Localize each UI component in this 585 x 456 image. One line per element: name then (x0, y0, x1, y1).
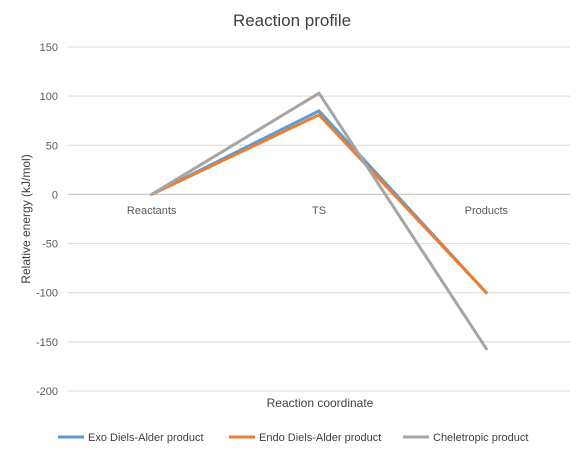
category-label: TS (312, 205, 326, 217)
category-label: Products (465, 205, 509, 217)
y-tick-label: 50 (46, 140, 58, 152)
x-axis-title: Reaction coordinate (267, 396, 374, 410)
y-tick-label: 100 (40, 91, 58, 103)
category-label: Reactants (127, 205, 177, 217)
legend-entry: Endo Diels-Alder product (259, 432, 381, 444)
chart-title: Reaction profile (233, 11, 351, 30)
legend-entry: Exo Diels-Alder product (88, 432, 204, 444)
y-tick-labels: 150 100 50 0 -50 -100 -150 -200 (36, 42, 58, 398)
legend: Exo Diels-Alder product Endo Diels-Alder … (58, 432, 528, 444)
y-tick-label: -200 (36, 386, 58, 398)
series-line (150, 109, 488, 295)
y-tick-label: -150 (36, 337, 58, 349)
series-line (150, 91, 488, 351)
series-line (150, 113, 488, 295)
y-tick-label: 150 (40, 42, 58, 54)
category-labels: Reactants TS Products (127, 205, 509, 217)
y-tick-label: 0 (52, 189, 58, 201)
series-lines (150, 91, 488, 351)
gridlines (68, 46, 570, 392)
y-axis-title: Relative energy (kJ/mol) (19, 154, 33, 283)
legend-entry: Cheletropic product (433, 432, 528, 444)
y-tick-label: -50 (42, 239, 58, 251)
y-tick-label: -100 (36, 288, 58, 300)
